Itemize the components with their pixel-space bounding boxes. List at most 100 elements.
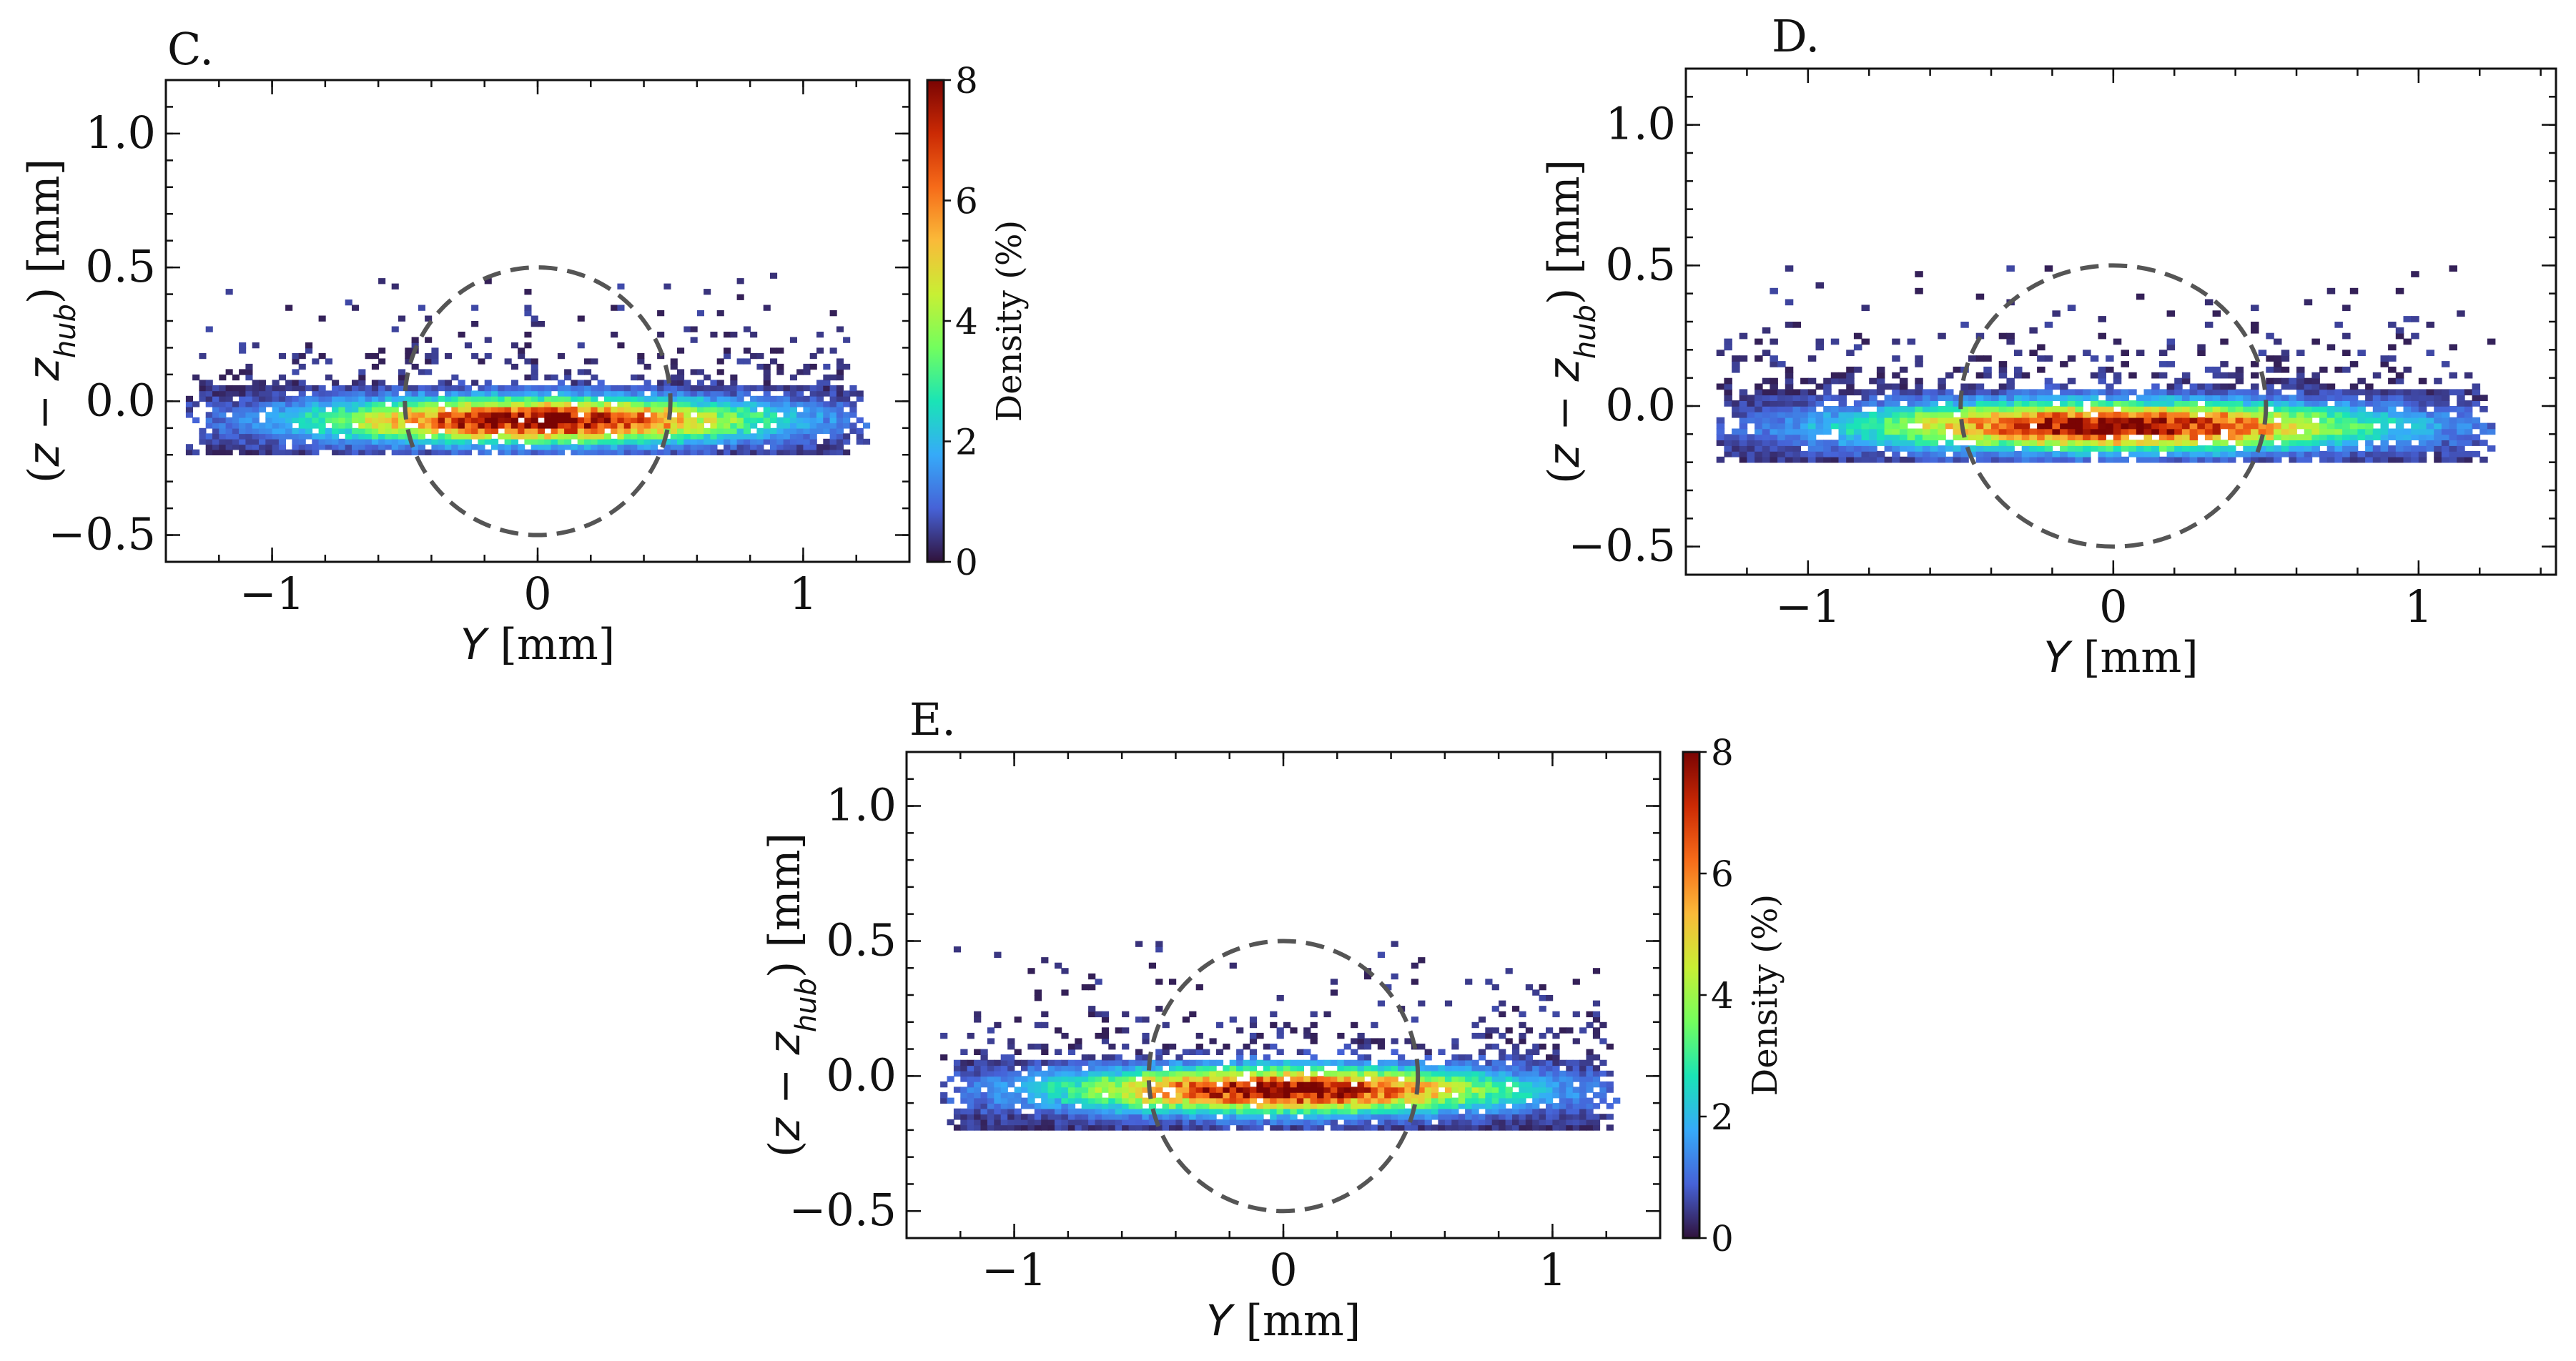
heatmap-cell: [1777, 422, 1786, 430]
heatmap-cell: [1276, 1076, 1284, 1082]
heatmap-cell: [1135, 1059, 1143, 1066]
heatmap-cell: [498, 412, 505, 418]
heatmap-cell: [2311, 389, 2320, 396]
heatmap-cell: [1762, 377, 1771, 385]
heatmap-cell: [1067, 1076, 1076, 1082]
heatmap-cell: [1047, 1070, 1055, 1077]
heatmap-cell: [843, 401, 851, 407]
heatmap-cell: [1815, 344, 1824, 351]
heatmap-cell: [1034, 1108, 1042, 1115]
heatmap-cell: [974, 1124, 982, 1131]
heatmap-cell: [1512, 1103, 1520, 1109]
heatmap-cell: [2441, 406, 2450, 412]
heatmap-cell: [305, 412, 313, 418]
heatmap-cell: [2258, 422, 2267, 430]
heatmap-cell: [2166, 395, 2176, 401]
heatmap-cell: [736, 278, 744, 284]
y-tick-label: 1.0: [1605, 98, 1676, 150]
heatmap-cell: [557, 438, 565, 445]
heatmap-cell: [2411, 422, 2419, 430]
heatmap-cell: [2044, 406, 2053, 412]
heatmap-cell: [2212, 400, 2221, 407]
heatmap-cell: [584, 449, 592, 455]
heatmap-cell: [1716, 440, 1725, 446]
heatmap-cell: [724, 433, 731, 440]
heatmap-cell: [292, 380, 300, 386]
heatmap-cell: [1853, 400, 1862, 407]
heatmap-cell: [1915, 287, 1923, 295]
heatmap-cell: [823, 427, 831, 435]
heatmap-cell: [843, 438, 851, 445]
heatmap-cell: [2098, 377, 2106, 385]
heatmap-cell: [557, 417, 565, 424]
heatmap-cell: [252, 438, 260, 445]
heatmap-cell: [1095, 1011, 1102, 1018]
heatmap-cell: [451, 438, 459, 445]
heatmap-cell: [564, 401, 572, 407]
heatmap-cell: [2143, 422, 2152, 430]
heatmap-cell: [776, 449, 784, 455]
heatmap-cell: [225, 401, 233, 407]
heatmap-cell: [2311, 411, 2320, 418]
heatmap-cell: [1762, 422, 1771, 430]
heatmap-cell: [2143, 417, 2152, 424]
heatmap-cell: [631, 417, 638, 424]
heatmap-cell: [1451, 1054, 1459, 1061]
heatmap-cell: [2090, 400, 2099, 407]
heatmap-cell: [690, 401, 698, 407]
heatmap-cell: [2067, 355, 2076, 362]
heatmap-cell: [670, 390, 678, 397]
heatmap-cell: [2426, 389, 2434, 396]
heatmap-cell: [1431, 1103, 1439, 1109]
heatmap-cell: [2319, 428, 2328, 435]
heatmap-cell: [418, 449, 425, 455]
heatmap-cell: [2220, 372, 2229, 379]
heatmap-cell: [504, 385, 512, 392]
heatmap-cell: [2449, 344, 2457, 351]
heatmap-cell: [199, 427, 207, 435]
heatmap-cell: [365, 412, 372, 418]
heatmap-cell: [736, 358, 744, 365]
heatmap-cell: [1337, 1059, 1345, 1066]
heatmap-cell: [2464, 372, 2473, 379]
heatmap-cell: [510, 449, 518, 455]
heatmap-cell: [1823, 406, 1832, 412]
heatmap-cell: [2174, 456, 2183, 463]
heatmap-cell: [1088, 1097, 1096, 1104]
heatmap-cell: [1236, 1087, 1244, 1093]
heatmap-cell: [2204, 417, 2214, 424]
heatmap-cell: [1792, 456, 1801, 463]
heatmap-cell: [643, 433, 651, 440]
heatmap-cell: [1861, 395, 1870, 401]
heatmap-cell: [1552, 1103, 1560, 1109]
heatmap-cell: [2189, 450, 2199, 457]
heatmap-cell: [2365, 445, 2374, 452]
heatmap-cell: [1175, 1092, 1183, 1099]
heatmap-cell: [1343, 1119, 1351, 1126]
heatmap-cell: [1203, 1092, 1210, 1099]
heatmap-cell: [1747, 395, 1755, 401]
heatmap-cell: [1830, 440, 1840, 446]
y-tick-label: 0.5: [85, 240, 156, 292]
heatmap-cell: [1998, 440, 2008, 446]
heatmap-cell: [1195, 1087, 1203, 1093]
heatmap-cell: [1444, 1108, 1453, 1115]
heatmap-cell: [285, 427, 293, 435]
heatmap-cell: [1209, 1087, 1217, 1093]
heatmap-cell: [1572, 979, 1580, 985]
heatmap-cell: [2121, 406, 2129, 412]
heatmap-cell: [1532, 1059, 1540, 1066]
heatmap-cell: [425, 449, 433, 455]
heatmap-cell: [1088, 1124, 1096, 1131]
heatmap-cell: [1115, 1081, 1122, 1088]
heatmap-cell: [1357, 1032, 1365, 1039]
heatmap-cell: [1525, 1092, 1533, 1099]
heatmap-cell: [1088, 1114, 1096, 1120]
heatmap-cell: [1061, 989, 1069, 996]
heatmap-cell: [2158, 434, 2168, 440]
heatmap-cell: [212, 401, 220, 407]
heatmap-cell: [1975, 417, 1985, 424]
heatmap-cell: [239, 347, 247, 354]
heatmap-cell: [2449, 265, 2457, 272]
heatmap-cell: [763, 438, 771, 445]
